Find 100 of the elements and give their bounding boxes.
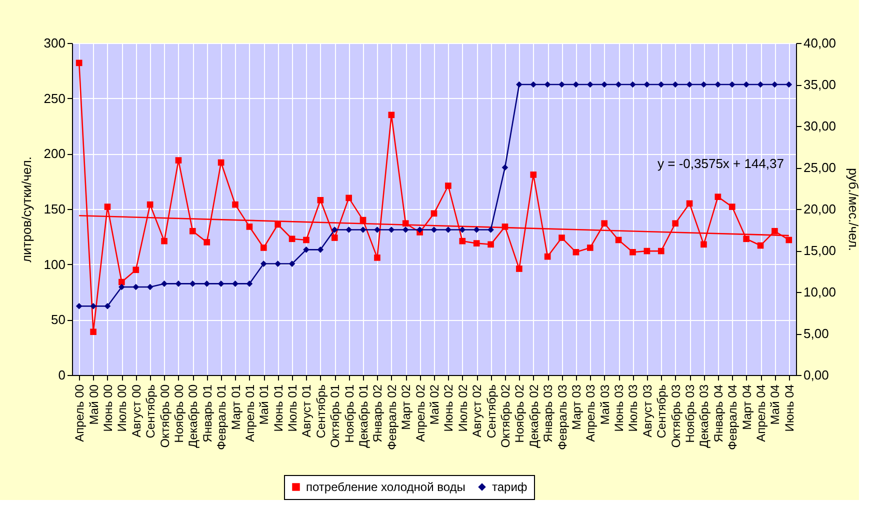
y2-tick-label: 0,00 [804, 368, 829, 382]
point [346, 194, 352, 202]
x-tick-label: Сентябрь [314, 384, 328, 438]
x-tick-label: Июль 01 [286, 384, 300, 432]
x-tick-label: Ноябрь 02 [512, 384, 527, 443]
point [714, 81, 722, 88]
point [445, 182, 452, 189]
point [658, 81, 664, 88]
x-tick-label: Июнь 01 [271, 384, 286, 432]
point [288, 260, 296, 267]
point [757, 242, 764, 249]
point [232, 201, 238, 208]
y-tick-label: 200 [44, 146, 66, 162]
point [190, 228, 196, 234]
point [274, 260, 282, 267]
x-tick-label: Июнь 04 [782, 384, 796, 432]
point [743, 236, 750, 242]
point [303, 236, 310, 244]
point [786, 236, 792, 244]
point [374, 226, 380, 233]
point [728, 204, 736, 210]
x-tick-label: Октябрь 00 [158, 384, 172, 448]
point [530, 81, 537, 88]
x-tick-label: Июнь 00 [100, 384, 115, 432]
point [700, 241, 707, 248]
x-tick-label: Январь 04 [711, 384, 726, 442]
x-tick-label: Сентябрь [144, 384, 158, 438]
point [360, 216, 366, 224]
point [445, 226, 452, 233]
x-tick-label: Август 00 [129, 384, 144, 438]
point [331, 234, 338, 241]
y-tick-label: 300 [44, 36, 66, 50]
point [388, 226, 395, 233]
point [615, 236, 622, 244]
x-tick-label: Апрель 03 [584, 384, 598, 442]
point [700, 81, 707, 88]
y-tick-label: 50 [51, 312, 66, 328]
point [260, 260, 267, 267]
x-tick-label: Декабрь 02 [526, 384, 541, 448]
point [132, 284, 140, 290]
point [672, 81, 678, 88]
point [488, 241, 494, 248]
point [459, 238, 466, 244]
x-tick-label: Октябрь 01 [328, 384, 342, 448]
x-tick-label: Август 02 [470, 384, 484, 438]
x-tick-label: Июнь 03 [612, 384, 626, 432]
point [331, 226, 338, 233]
x-tick-label: Февраль 04 [726, 384, 740, 450]
y2-tick-label: 25,00 [804, 160, 836, 175]
x-tick-label: Март 01 [228, 384, 243, 430]
x-tick-label: Май 00 [86, 384, 101, 425]
point [658, 248, 664, 254]
point [118, 278, 125, 286]
point [317, 246, 324, 253]
point [672, 220, 678, 227]
x-tick-label: Январь 01 [200, 384, 214, 442]
x-tick-label: Март 03 [569, 384, 584, 430]
point [346, 226, 352, 233]
point [232, 280, 238, 287]
point [90, 328, 96, 336]
point [246, 224, 253, 230]
point [601, 81, 608, 88]
point [132, 266, 140, 274]
point [644, 81, 650, 88]
point [544, 81, 551, 88]
x-tick-label: Февраль 01 [214, 384, 229, 450]
legend-label: тариф [492, 480, 528, 494]
point [459, 226, 466, 233]
y2-tick-label: 10,00 [804, 284, 836, 300]
x-tick-label: Апрель 01 [242, 384, 257, 442]
y-tick-label: 250 [44, 90, 66, 106]
x-tick-label: Февраль 03 [555, 384, 570, 450]
x-tick-label: Август 01 [300, 384, 314, 438]
y2-tick-label: 35,00 [804, 77, 836, 92]
point [558, 234, 565, 241]
point [388, 112, 395, 118]
y2-tick-label: 20,00 [804, 202, 836, 216]
x-tick-label: Октябрь 02 [498, 384, 512, 448]
point [146, 284, 154, 290]
x-tick-label: Апрель 00 [72, 384, 87, 442]
point [473, 226, 480, 233]
y2-tick-label: 5,00 [804, 326, 829, 341]
point [175, 157, 182, 164]
point [317, 196, 324, 204]
point [572, 81, 580, 88]
point [686, 200, 693, 207]
x-tick-label: Май 01 [257, 384, 272, 425]
x-tick-label: Апрель 02 [413, 384, 428, 442]
point [104, 302, 111, 310]
y2-axis-title: руб./мес./чел. [846, 168, 862, 252]
x-tick-label: Июнь 02 [442, 384, 456, 432]
x-tick-label: Февраль 02 [384, 384, 399, 450]
point [76, 60, 82, 66]
point [190, 280, 196, 287]
point [430, 210, 438, 217]
y-tick-label: 100 [44, 256, 66, 272]
x-tick-label: Июль 00 [115, 384, 130, 432]
x-tick-label: Май 02 [428, 384, 442, 425]
x-tick-label: Май 03 [598, 384, 612, 425]
point [714, 194, 722, 200]
